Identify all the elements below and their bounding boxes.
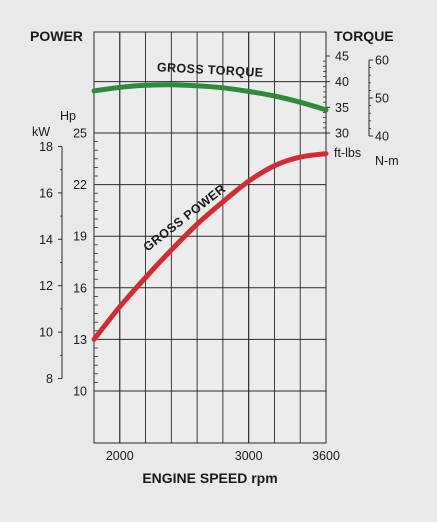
kw-tick-label: 10 — [39, 326, 53, 340]
nm-tick-label: 40 — [375, 130, 389, 144]
kw-tick-label: 14 — [39, 233, 53, 247]
x-tick-label: 3600 — [312, 449, 340, 463]
nm-axis-label: N-m — [375, 154, 399, 168]
x-axis-label: ENGINE SPEED rpm — [142, 470, 277, 486]
ftlbs-tick-label: 45 — [335, 50, 349, 64]
hp-tick-label: 10 — [73, 385, 87, 399]
torque-axis-title: TORQUE — [334, 28, 394, 44]
power-axis-title: POWER — [30, 28, 83, 44]
hp-axis-label: Hp — [60, 109, 76, 123]
hp-tick-label: 13 — [73, 333, 87, 347]
hp-tick-label: 25 — [73, 127, 87, 141]
nm-tick-label: 60 — [375, 54, 389, 68]
hp-tick-label: 16 — [73, 281, 87, 295]
series-layer — [91, 82, 329, 342]
gross-torque-label: GROSS TORQUE — [157, 60, 264, 80]
ftlbs-tick-label: 40 — [335, 75, 349, 89]
nm-tick-label: 50 — [375, 92, 389, 106]
hp-tick-label: 19 — [73, 230, 87, 244]
x-tick-label: 3000 — [235, 449, 263, 463]
ftlbs-tick-label: 30 — [335, 127, 349, 141]
gross-torque-curve — [91, 82, 329, 113]
kw-tick-label: 8 — [46, 372, 53, 386]
kw-tick-label: 18 — [39, 140, 53, 154]
plot-frame — [93, 31, 327, 444]
kw-tick-label: 16 — [39, 186, 53, 200]
kw-tick-label: 12 — [39, 279, 53, 293]
x-tick-label: 2000 — [106, 449, 134, 463]
hp-tick-label: 22 — [73, 178, 87, 192]
kw-axis-label: kW — [32, 125, 50, 139]
grid-layer — [93, 31, 327, 444]
gross-power-curve — [91, 151, 329, 342]
ftlbs-tick-label: 35 — [335, 101, 349, 115]
ftlbs-axis-label: ft-lbs — [334, 146, 361, 160]
